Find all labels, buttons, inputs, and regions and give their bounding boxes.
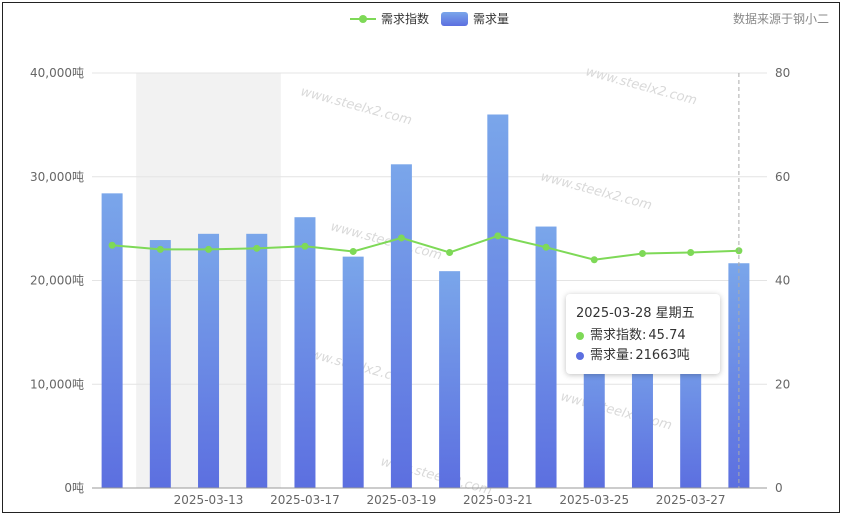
bar-demand-volume[interactable] — [439, 271, 461, 488]
legend-line-marker — [359, 15, 367, 23]
tooltip-row-index: 需求指数: 45.74 — [576, 326, 710, 346]
y-left-tick-label: 0吨 — [64, 481, 84, 495]
watermark-text: www.steelx2.com — [559, 389, 674, 433]
tooltip-title: 2025-03-28 星期五 — [576, 306, 695, 321]
tooltip-volume-value: 21663吨 — [635, 348, 690, 363]
bar-demand-volume[interactable] — [101, 193, 123, 488]
y-right-tick-label: 20 — [775, 377, 790, 391]
point-demand-index[interactable] — [205, 245, 213, 253]
bar-demand-volume[interactable] — [342, 256, 364, 488]
y-left-tick-label: 20,000吨 — [30, 274, 84, 288]
y-right-tick-label: 40 — [775, 274, 790, 288]
point-demand-index[interactable] — [542, 243, 550, 251]
x-tick-label: 2025-03-27 — [656, 493, 726, 507]
tooltip-row-volume: 需求量: 21663吨 — [576, 346, 710, 366]
tooltip-index-dot — [576, 332, 584, 340]
point-demand-index[interactable] — [156, 245, 164, 253]
y-left-tick-label: 30,000吨 — [30, 170, 84, 184]
x-tick-label: 2025-03-17 — [270, 493, 340, 507]
point-demand-index[interactable] — [108, 241, 116, 249]
tooltip-index-value: 45.74 — [648, 328, 686, 343]
chart-tooltip: 2025-03-28 星期五 需求指数: 45.74 需求量: 21663吨 — [566, 294, 720, 374]
x-tick-label: 2025-03-13 — [174, 493, 244, 507]
tooltip-volume-label: 需求量: — [590, 348, 634, 363]
point-demand-index[interactable] — [638, 250, 646, 258]
y-right-tick-label: 60 — [775, 170, 790, 184]
point-demand-index[interactable] — [349, 247, 357, 255]
point-demand-index[interactable] — [494, 232, 502, 240]
legend-demand-volume[interactable]: 需求量 — [473, 12, 509, 26]
bar-demand-volume[interactable] — [294, 217, 316, 488]
point-demand-index[interactable] — [397, 234, 405, 242]
bar-demand-volume[interactable] — [390, 164, 412, 489]
y-right-tick-label: 0 — [775, 481, 783, 495]
data-source-note: 数据来源于钢小二 — [733, 11, 829, 26]
tooltip-index-label: 需求指数: — [590, 328, 647, 343]
tooltip-volume-dot — [576, 352, 584, 360]
point-demand-index[interactable] — [446, 248, 454, 256]
x-tick-label: 2025-03-21 — [463, 493, 533, 507]
bar-demand-volume[interactable] — [487, 114, 509, 489]
point-demand-index[interactable] — [687, 248, 695, 256]
bar-demand-volume[interactable] — [149, 240, 171, 488]
bar-demand-volume[interactable] — [535, 226, 557, 489]
point-demand-index[interactable] — [301, 242, 309, 250]
bar-demand-volume[interactable] — [246, 233, 268, 488]
y-right-tick-label: 80 — [775, 66, 790, 80]
x-tick-label: 2025-03-25 — [559, 493, 629, 507]
bar-demand-volume[interactable] — [198, 233, 220, 488]
legend-demand-index[interactable]: 需求指数 — [381, 11, 429, 26]
y-left-tick-label: 40,000吨 — [30, 66, 84, 80]
point-demand-index[interactable] — [590, 256, 598, 264]
watermark-text: www.steelx2.com — [584, 64, 699, 108]
line-demand-index — [112, 234, 739, 261]
point-demand-index[interactable] — [253, 244, 261, 252]
y-left-tick-label: 10,000吨 — [30, 377, 84, 391]
legend-bar-swatch — [441, 12, 468, 26]
x-tick-label: 2025-03-19 — [367, 493, 437, 507]
watermark-text: www.steelx2.com — [299, 84, 414, 128]
watermark-text: www.steelx2.com — [539, 169, 654, 213]
